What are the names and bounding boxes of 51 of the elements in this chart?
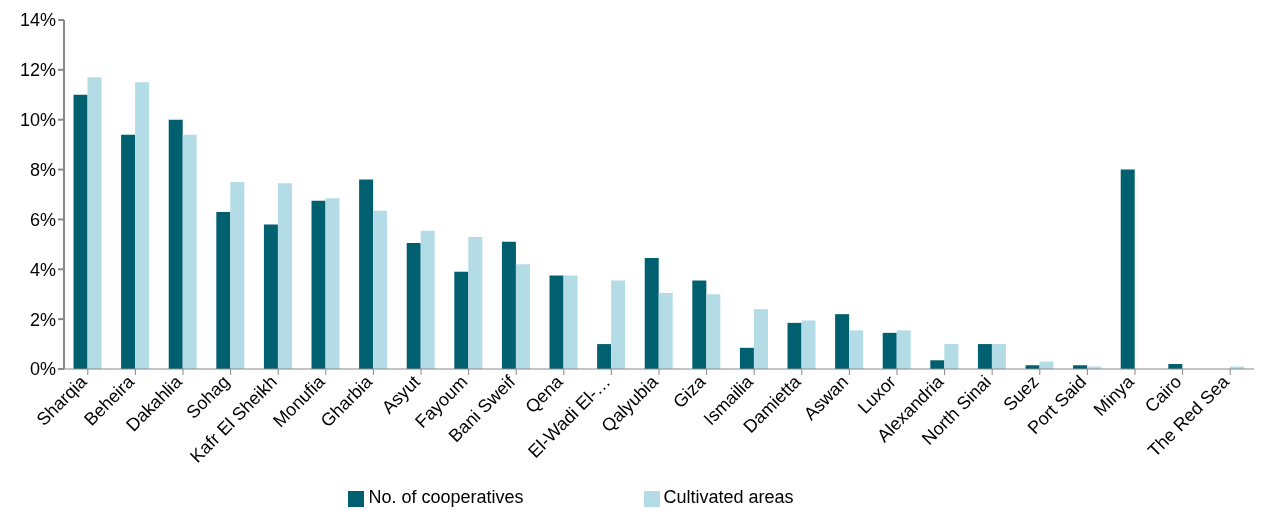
bar	[373, 210, 388, 369]
legend-label: No. of cooperatives	[368, 487, 524, 507]
bar	[896, 330, 911, 369]
bar	[325, 198, 340, 369]
bar	[563, 275, 578, 369]
bar	[849, 330, 864, 369]
bar	[263, 224, 278, 369]
bar	[644, 258, 659, 369]
y-tick-label: 6%	[29, 209, 56, 230]
y-tick-label: 0%	[29, 359, 56, 380]
bar	[216, 211, 231, 369]
bar	[168, 119, 183, 369]
y-tick-label: 12%	[19, 60, 56, 81]
y-tick-label: 2%	[29, 309, 56, 330]
bar	[706, 294, 721, 369]
bar	[454, 271, 469, 369]
bar	[549, 275, 564, 369]
bar	[977, 344, 992, 369]
bar	[277, 183, 292, 369]
bar	[739, 347, 754, 369]
bar	[753, 309, 768, 369]
y-tick-label: 4%	[29, 259, 56, 280]
bar	[406, 243, 421, 369]
bar	[658, 292, 673, 369]
y-tick-label: 10%	[19, 110, 56, 131]
bar	[420, 230, 435, 369]
bar	[882, 332, 897, 369]
bar	[692, 280, 707, 369]
bar	[991, 344, 1006, 369]
bar	[930, 360, 945, 369]
bar	[597, 344, 612, 369]
bar	[515, 264, 530, 369]
y-tick-label: 14%	[19, 10, 56, 31]
bar	[87, 77, 102, 369]
bar	[230, 182, 245, 369]
bar	[121, 134, 136, 369]
bar	[73, 94, 88, 369]
bar	[944, 344, 959, 369]
legend-label: Cultivated areas	[663, 487, 794, 507]
bar	[135, 82, 150, 369]
bar	[468, 236, 483, 369]
bar	[1120, 169, 1135, 369]
bar	[501, 241, 516, 369]
bar	[359, 179, 374, 369]
bar	[835, 314, 850, 369]
bar	[801, 320, 816, 369]
bar	[182, 134, 197, 369]
bar	[611, 280, 626, 369]
bar	[787, 322, 802, 369]
y-tick-label: 8%	[29, 159, 56, 180]
bar	[311, 200, 326, 369]
